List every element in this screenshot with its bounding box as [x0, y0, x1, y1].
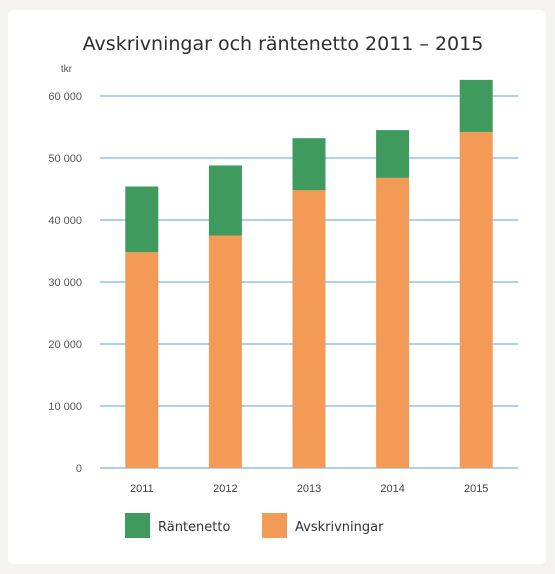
y-tick-40000: 40 000: [48, 215, 82, 227]
bar-avskrivningar-2011: [125, 252, 159, 468]
y-tick-30000: 30 000: [48, 277, 82, 289]
legend-label-avskrivningar: Avskrivningar: [295, 520, 384, 535]
x-tick-2013: 2013: [297, 483, 321, 495]
y-axis-ticks: 0 10 000 20 000 30 000 40 000 50 000 60 000: [48, 91, 82, 475]
legend-label-rantenetto: Räntenetto: [158, 520, 230, 535]
x-axis-ticks: 2011 2012 2013 2014 2015: [130, 483, 488, 495]
legend: Räntenetto Avskrivningar: [125, 513, 384, 538]
x-tick-2014: 2014: [380, 483, 404, 495]
bar-avskrivningar-2012: [208, 235, 242, 468]
bar-rntenetto-2015: [459, 79, 493, 132]
bar-avskrivningar-2013: [292, 190, 326, 469]
bar-rntenetto-2014: [376, 130, 410, 178]
x-tick-2012: 2012: [213, 483, 237, 495]
bar-rntenetto-2012: [208, 165, 242, 236]
y-tick-60000: 60 000: [48, 91, 82, 103]
y-tick-10000: 10 000: [48, 401, 82, 413]
chart-panel: [8, 10, 546, 564]
x-tick-2011: 2011: [130, 483, 154, 495]
x-tick-2015: 2015: [464, 483, 488, 495]
bar-avskrivningar-2015: [459, 131, 493, 468]
y-tick-20000: 20 000: [48, 339, 82, 351]
legend-swatch-rantenetto: [125, 513, 150, 538]
legend-swatch-avskrivningar: [262, 513, 287, 538]
bar-rntenetto-2011: [125, 186, 159, 253]
y-tick-0: 0: [76, 463, 82, 475]
y-unit-label: tkr: [61, 64, 73, 75]
bars: [125, 79, 493, 469]
y-tick-50000: 50 000: [48, 153, 82, 165]
bar-rntenetto-2013: [292, 138, 326, 191]
bar-avskrivningar-2014: [376, 177, 410, 468]
chart-title: Avskrivningar och räntenetto 2011 – 2015: [83, 33, 484, 55]
